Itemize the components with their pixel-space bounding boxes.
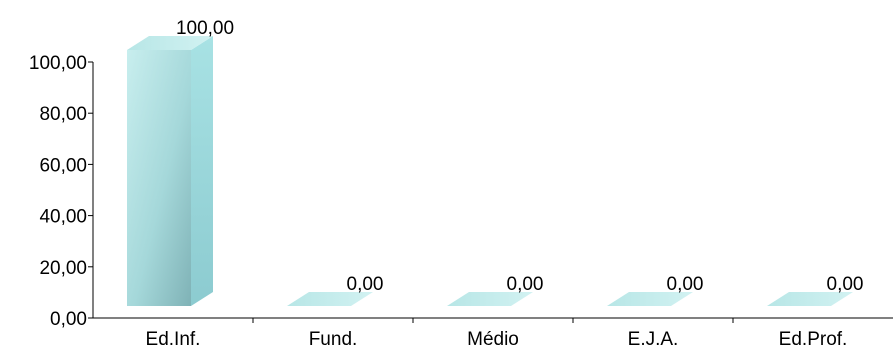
data-label: 100,00 bbox=[176, 18, 234, 39]
x-tick-label: E.J.A. bbox=[628, 329, 679, 350]
x-tick-label: Ed.Inf. bbox=[146, 329, 201, 350]
data-label: 0,00 bbox=[667, 274, 704, 295]
data-label: 0,00 bbox=[507, 274, 544, 295]
bar-top-face bbox=[287, 292, 373, 306]
bar-top-face bbox=[447, 292, 533, 306]
bar bbox=[287, 292, 373, 306]
y-tick-label: 20,00 bbox=[39, 258, 87, 279]
y-tick-label: 100,00 bbox=[29, 53, 87, 74]
bar-top-face bbox=[607, 292, 693, 306]
y-tick-label: 40,00 bbox=[39, 207, 87, 228]
y-tick-label: 60,00 bbox=[39, 155, 87, 176]
bar-side-face bbox=[191, 36, 213, 306]
data-label: 0,00 bbox=[827, 274, 864, 295]
bar-top-face bbox=[127, 36, 213, 50]
bar-front-face bbox=[127, 50, 191, 306]
data-label: 0,00 bbox=[347, 274, 384, 295]
x-tick-label: Ed.Prof. bbox=[779, 329, 848, 350]
bar-top-face bbox=[767, 292, 853, 306]
x-tick-label: Fund. bbox=[309, 329, 358, 350]
x-tick-label: Médio bbox=[467, 329, 519, 350]
bar bbox=[607, 292, 693, 306]
bar bbox=[127, 36, 213, 306]
axes: 0,00 20,00 40,00 60,00 80,00 100,00 bbox=[29, 53, 893, 330]
bar bbox=[447, 292, 533, 306]
y-tick-label: 0,00 bbox=[50, 309, 87, 330]
bars bbox=[127, 36, 853, 306]
labels: 100,00 Ed.Inf. 0,00 Fund. 0,00 Médio 0,00 E.J.A… bbox=[146, 18, 864, 350]
y-tick-label: 80,00 bbox=[39, 104, 87, 125]
bar bbox=[767, 292, 853, 306]
